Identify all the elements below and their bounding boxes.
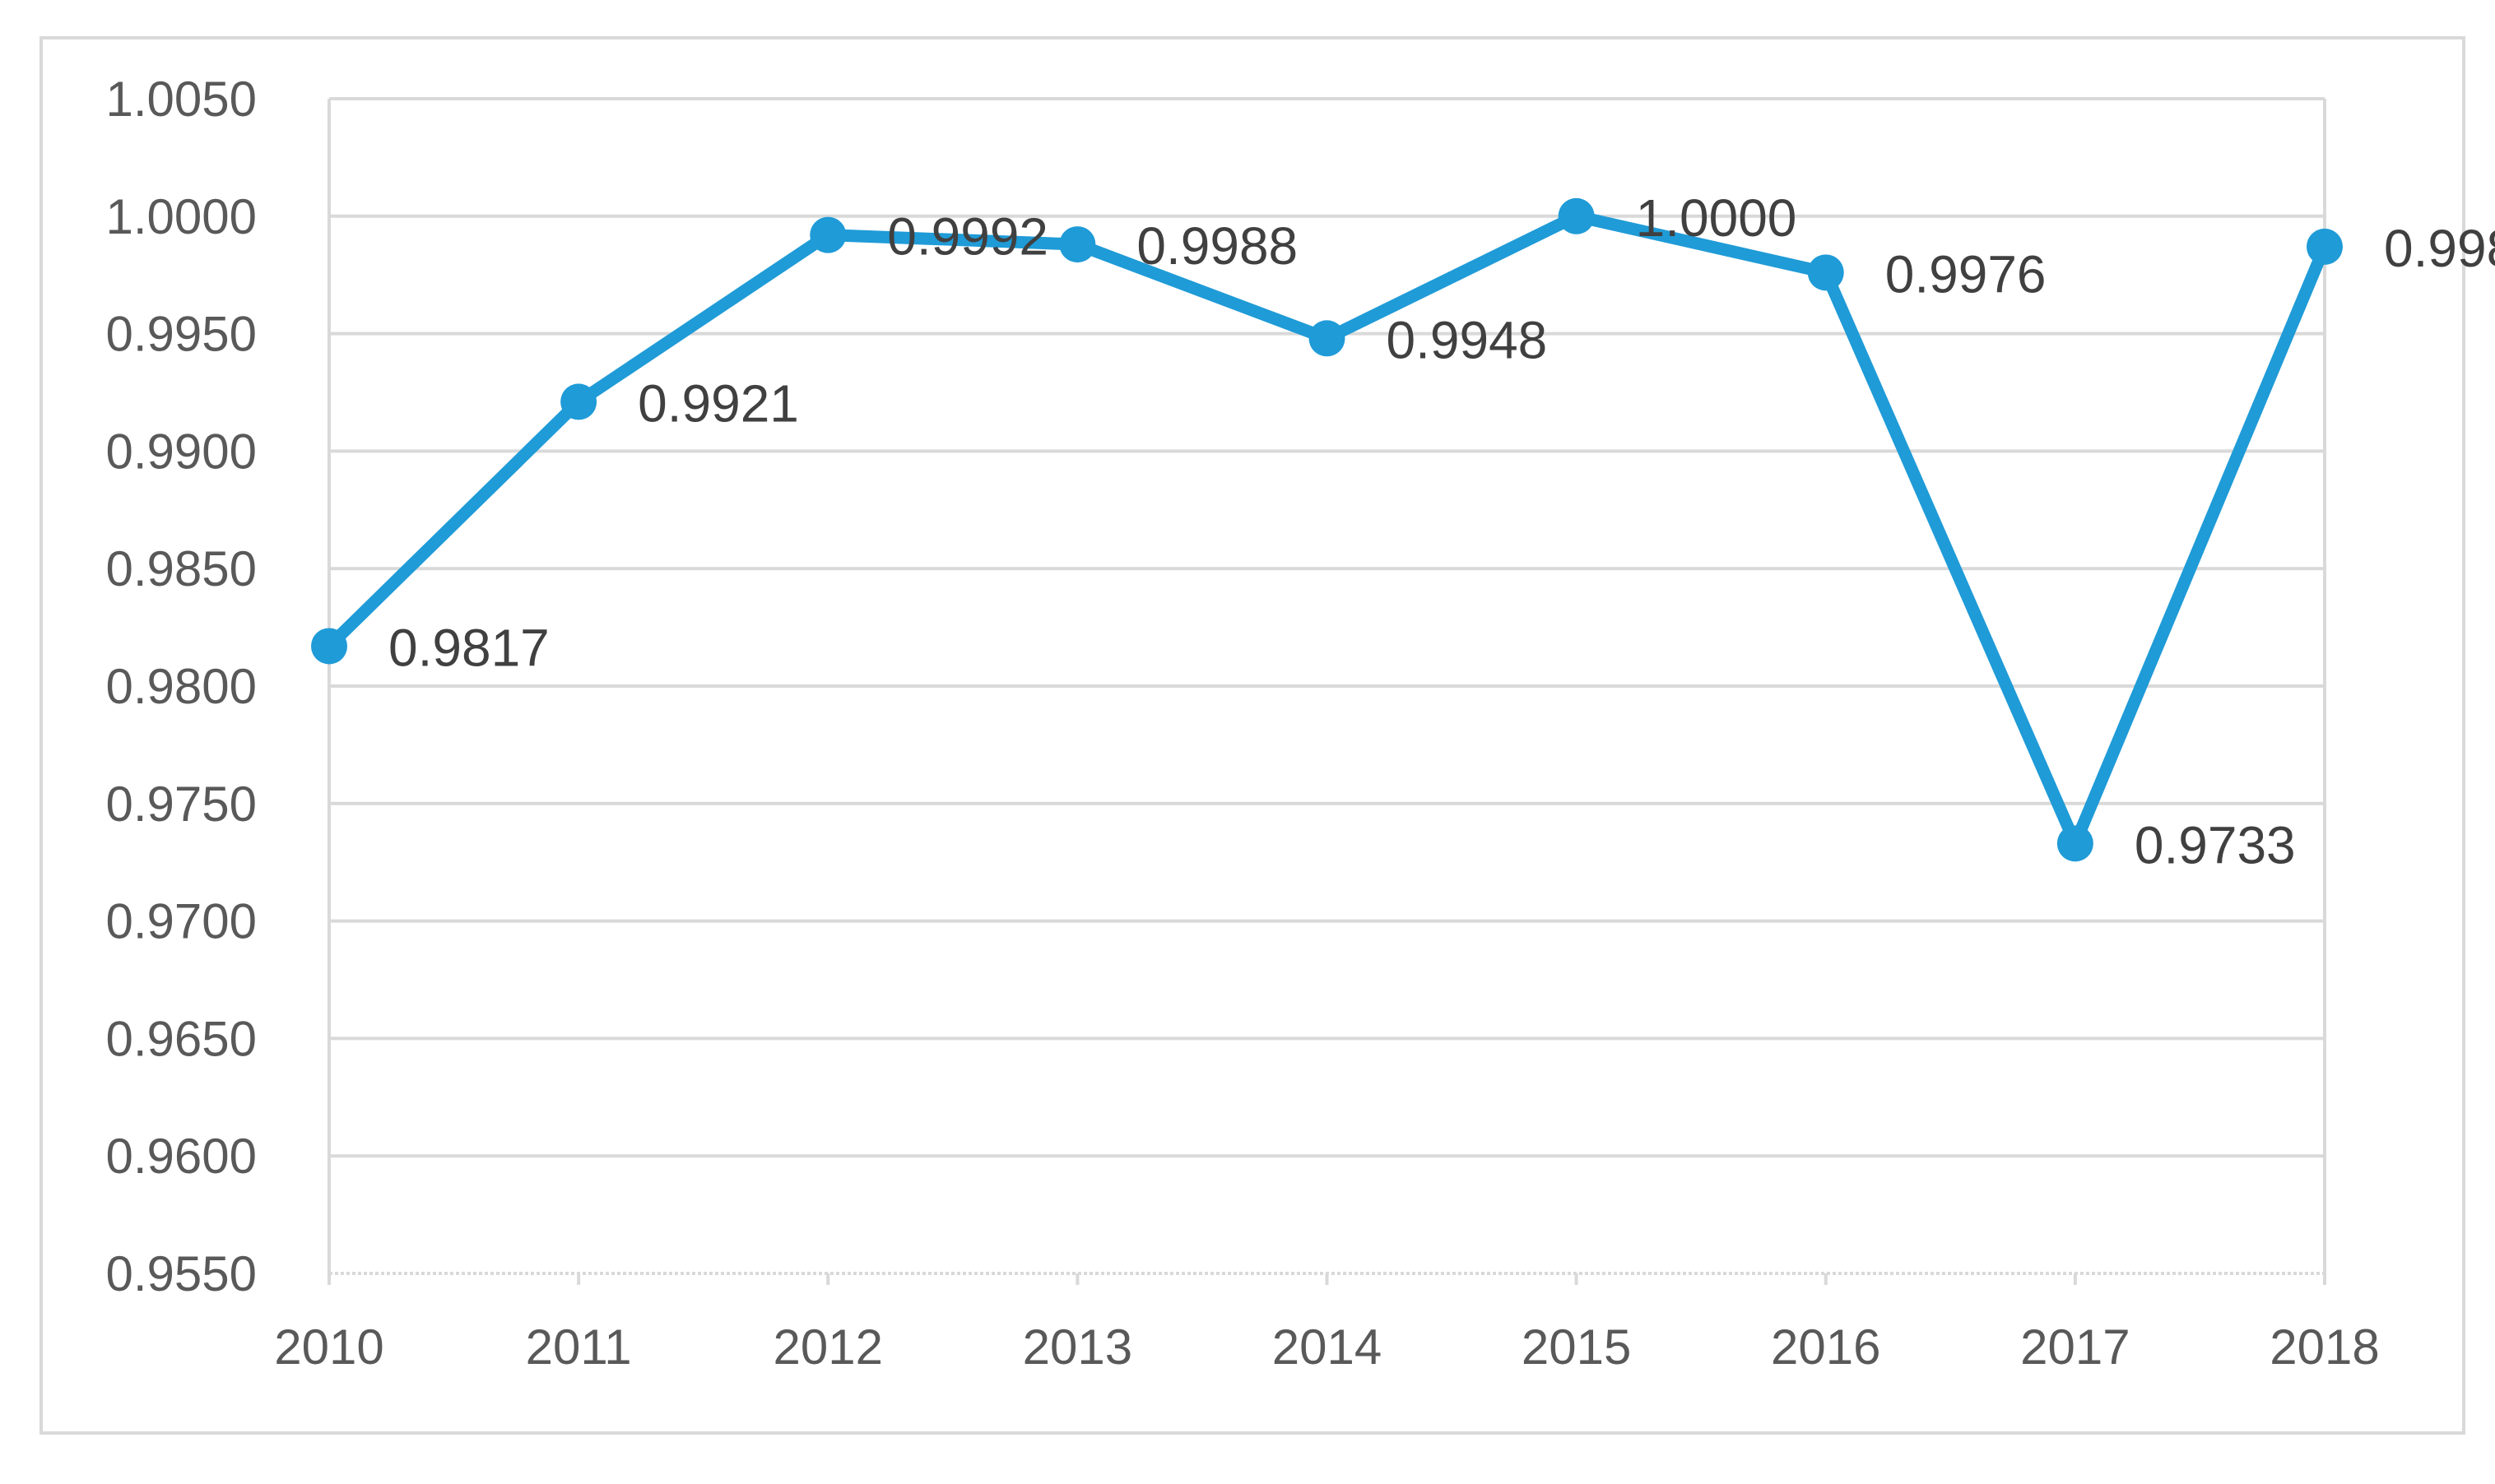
- data-labels: 0.9817 0.9921 0.9992 0.9988 0.9948 1.0000 0.99…: [388, 188, 2495, 875]
- data-label: 0.9976: [1885, 244, 2047, 304]
- x-tick-label: 2011: [526, 1319, 632, 1375]
- x-tick-label: 2012: [774, 1319, 883, 1375]
- x-tick-label: 2018: [2270, 1319, 2379, 1375]
- y-tick-label: 0.9750: [105, 777, 257, 832]
- data-point: [1807, 254, 1844, 291]
- y-tick-label: 0.9600: [105, 1129, 257, 1184]
- data-point: [560, 383, 597, 420]
- y-tick-label: 0.9700: [105, 894, 257, 949]
- x-tick-label: 2014: [1272, 1319, 1382, 1375]
- y-tick-label: 0.9800: [105, 659, 257, 714]
- x-tick-label: 2017: [2020, 1319, 2130, 1375]
- x-tick-label: 2016: [1771, 1319, 1880, 1375]
- y-tick-label: 0.9550: [105, 1246, 257, 1301]
- x-tick-labels: 2010 2011 2012 2013 2014 2015 2016 2017 2018: [274, 1319, 2379, 1375]
- chart-frame: [39, 36, 2465, 1435]
- y-tick-label: 0.9650: [105, 1011, 257, 1066]
- data-label: 0.9817: [388, 618, 550, 677]
- x-tick-label: 2010: [274, 1319, 383, 1375]
- data-point: [2307, 228, 2343, 265]
- data-points: [311, 197, 2343, 862]
- grid-lines: [329, 97, 2325, 1158]
- y-tick-labels: 0.9550 0.9600 0.9650 0.9700 0.9750 0.9800 0.98…: [105, 72, 257, 1301]
- data-point: [1558, 197, 1595, 234]
- y-tick-label: 0.9900: [105, 424, 257, 479]
- axes: [328, 99, 2326, 1285]
- data-point: [311, 628, 347, 665]
- y-tick-label: 1.0000: [105, 189, 257, 244]
- data-label: 0.9988: [1136, 216, 1298, 276]
- data-point: [1308, 320, 1345, 357]
- series-line: [323, 210, 2331, 850]
- data-point: [2056, 825, 2093, 862]
- data-point: [1059, 226, 1096, 263]
- data-label: 0.9733: [2135, 815, 2296, 874]
- data-label: 0.9992: [887, 207, 1048, 267]
- y-tick-label: 0.9850: [105, 541, 257, 596]
- data-point: [810, 216, 847, 253]
- x-tick-label: 2015: [1522, 1319, 1631, 1375]
- data-label: 0.9948: [1387, 310, 1548, 369]
- y-tick-label: 1.0050: [105, 72, 257, 127]
- series-line-layer: [323, 210, 2331, 850]
- y-tick-label: 0.9950: [105, 307, 257, 362]
- data-label: 0.9921: [638, 373, 799, 433]
- data-label: 0.9987: [2384, 219, 2495, 278]
- data-label: 1.0000: [1636, 188, 1797, 248]
- x-tick-label: 2013: [1023, 1319, 1132, 1375]
